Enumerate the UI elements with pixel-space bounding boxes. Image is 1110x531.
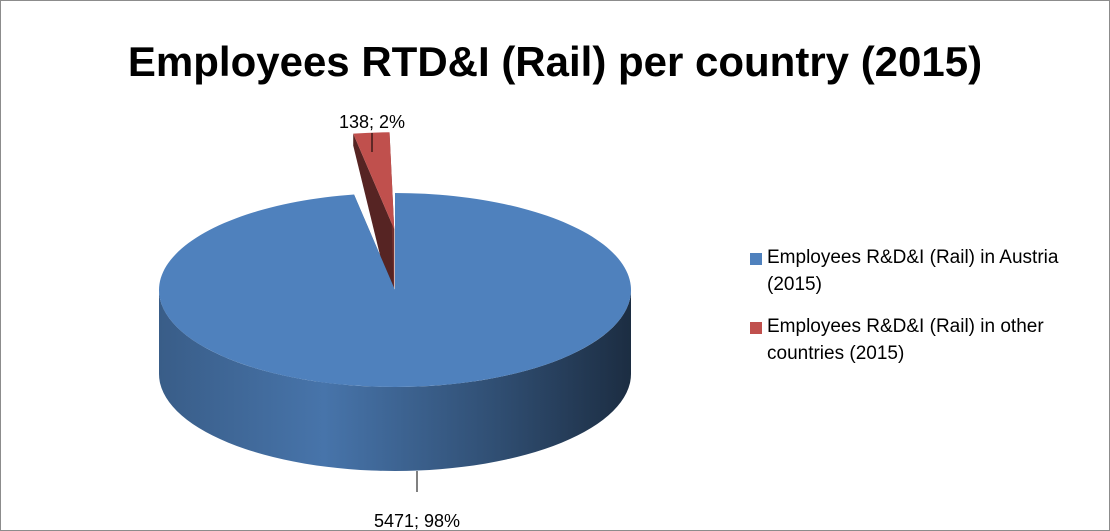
data-label-austria: 5471; 98% (374, 511, 460, 531)
legend-swatch-austria (750, 253, 762, 265)
legend-label-austria: Employees R&D&I (Rail) in Austria (2015) (767, 247, 1059, 295)
data-label-other-countries: 138; 2% (339, 112, 405, 132)
legend-label-other-countries: Employees R&D&I (Rail) in other countrie… (767, 316, 1044, 364)
legend-swatch-other-countries (750, 322, 762, 334)
slice-top-0 (159, 193, 631, 388)
pie-slice-0 (159, 193, 631, 471)
slice-top-1 (353, 132, 395, 230)
legend-item-other-countries: Employees R&D&I (Rail) in other countrie… (748, 313, 1093, 367)
chart-title: Employees RTD&I (Rail) per country (2015… (127, 38, 983, 85)
slice-side-0 (159, 290, 631, 471)
legend: Employees R&D&I (Rail) in Austria (2015)… (748, 244, 1093, 382)
legend-item-austria: Employees R&D&I (Rail) in Austria (2015) (748, 244, 1093, 298)
